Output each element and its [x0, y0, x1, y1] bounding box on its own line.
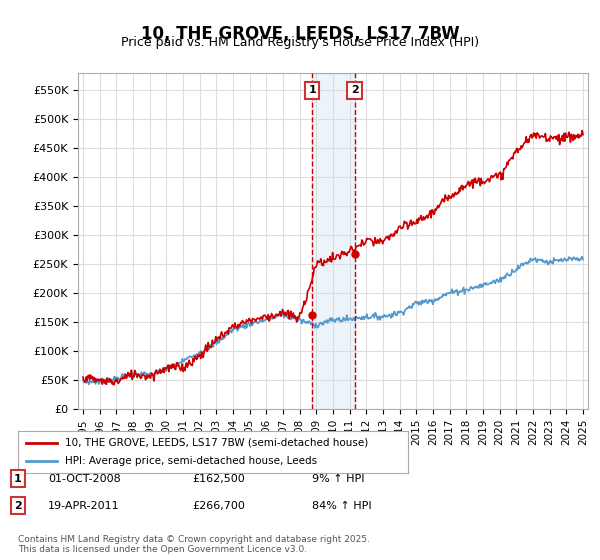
Text: Price paid vs. HM Land Registry's House Price Index (HPI): Price paid vs. HM Land Registry's House …	[121, 36, 479, 49]
Text: HPI: Average price, semi-detached house, Leeds: HPI: Average price, semi-detached house,…	[65, 456, 317, 466]
Bar	[312, 73, 355, 409]
Text: 10, THE GROVE, LEEDS, LS17 7BW (semi-detached house): 10, THE GROVE, LEEDS, LS17 7BW (semi-det…	[65, 438, 368, 448]
Text: 19-APR-2011: 19-APR-2011	[48, 501, 119, 511]
Text: 84% ↑ HPI: 84% ↑ HPI	[312, 501, 371, 511]
Text: £162,500: £162,500	[192, 474, 245, 484]
Text: 10, THE GROVE, LEEDS, LS17 7BW: 10, THE GROVE, LEEDS, LS17 7BW	[140, 25, 460, 43]
Text: 9% ↑ HPI: 9% ↑ HPI	[312, 474, 365, 484]
Text: £266,700: £266,700	[192, 501, 245, 511]
Text: Contains HM Land Registry data © Crown copyright and database right 2025.
This d: Contains HM Land Registry data © Crown c…	[18, 535, 370, 554]
Text: 1: 1	[308, 85, 316, 95]
Text: 01-OCT-2008: 01-OCT-2008	[48, 474, 121, 484]
Text: 2: 2	[14, 501, 22, 511]
Text: 2: 2	[351, 85, 359, 95]
Text: 1: 1	[14, 474, 22, 484]
